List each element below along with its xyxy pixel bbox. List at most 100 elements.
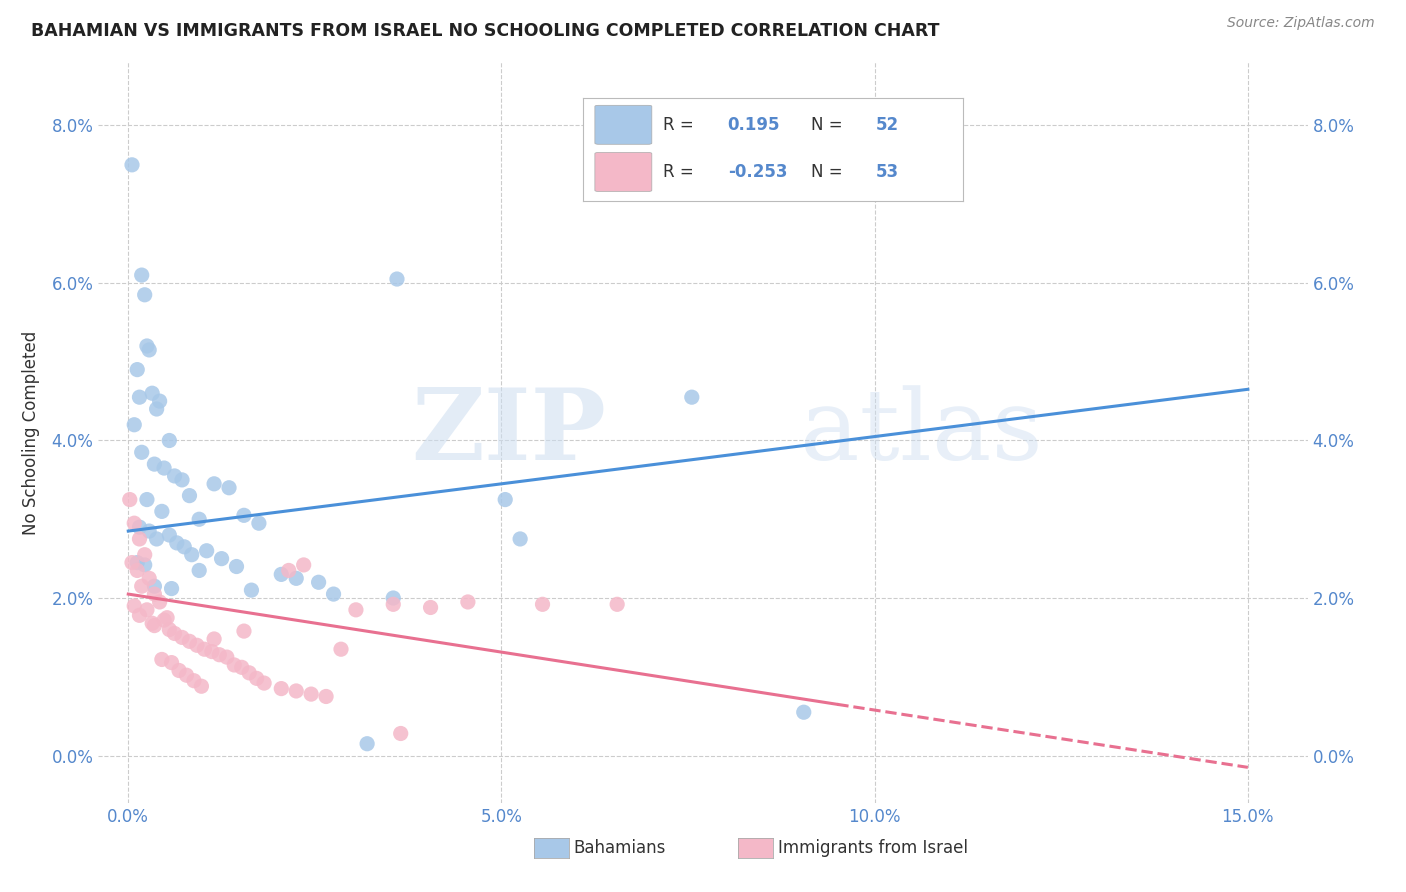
Point <box>183 673 205 688</box>
Point <box>233 508 256 523</box>
Point <box>247 516 270 531</box>
Point <box>167 664 190 678</box>
Point <box>382 591 405 605</box>
Point <box>195 543 218 558</box>
Y-axis label: No Schooling Completed: No Schooling Completed <box>22 331 41 534</box>
Point <box>150 504 173 518</box>
Point <box>285 571 308 585</box>
Text: 53: 53 <box>876 163 898 181</box>
Point <box>190 679 212 693</box>
Point <box>225 559 247 574</box>
Text: BAHAMIAN VS IMMIGRANTS FROM ISRAEL NO SCHOOLING COMPLETED CORRELATION CHART: BAHAMIAN VS IMMIGRANTS FROM ISRAEL NO SC… <box>31 22 939 40</box>
Text: Source: ZipAtlas.com: Source: ZipAtlas.com <box>1227 16 1375 30</box>
Text: R =: R = <box>664 163 699 181</box>
Point <box>131 268 153 282</box>
Point <box>202 632 225 646</box>
Point <box>179 489 201 503</box>
Point <box>149 394 172 409</box>
Point <box>121 556 143 570</box>
Point <box>150 652 173 666</box>
Point <box>330 642 353 657</box>
Point <box>240 583 263 598</box>
Point <box>211 551 233 566</box>
Point <box>143 587 166 601</box>
Point <box>193 642 215 657</box>
Point <box>308 575 330 590</box>
Point <box>793 705 815 719</box>
Point <box>270 567 292 582</box>
Point <box>127 362 149 376</box>
Point <box>218 481 240 495</box>
Text: Immigrants from Israel: Immigrants from Israel <box>778 839 967 857</box>
Point <box>141 616 163 631</box>
Point <box>122 599 145 613</box>
Point <box>143 618 166 632</box>
FancyBboxPatch shape <box>595 105 652 145</box>
Point <box>138 343 160 357</box>
Point <box>160 582 183 596</box>
Point <box>277 564 299 578</box>
Point <box>128 608 150 623</box>
Point <box>385 272 408 286</box>
Point <box>180 548 202 562</box>
Point <box>231 660 253 674</box>
Point <box>131 579 153 593</box>
Point <box>224 657 246 672</box>
Text: -0.253: -0.253 <box>728 163 787 181</box>
Point <box>156 611 179 625</box>
Point <box>292 558 315 572</box>
Point <box>131 445 153 459</box>
Point <box>188 564 211 578</box>
Point <box>389 726 412 740</box>
Point <box>153 461 176 475</box>
Point <box>141 386 163 401</box>
Point <box>344 603 367 617</box>
Point <box>153 613 176 627</box>
Point <box>134 287 156 301</box>
Point <box>157 528 180 542</box>
Point <box>128 532 150 546</box>
Text: 0.195: 0.195 <box>728 116 780 134</box>
Point <box>136 492 159 507</box>
Point <box>134 558 156 572</box>
Point <box>145 532 167 546</box>
Text: R =: R = <box>664 116 699 134</box>
FancyBboxPatch shape <box>595 153 652 192</box>
Point <box>166 536 188 550</box>
Point <box>136 339 159 353</box>
Point <box>138 524 160 538</box>
Point <box>170 473 193 487</box>
Point <box>157 434 180 448</box>
Point <box>136 603 159 617</box>
Point <box>233 624 256 639</box>
Text: ZIP: ZIP <box>412 384 606 481</box>
Point <box>509 532 531 546</box>
Point <box>143 457 166 471</box>
Point <box>160 656 183 670</box>
Point <box>494 492 516 507</box>
Point <box>163 469 186 483</box>
Point <box>138 571 160 585</box>
Point <box>122 417 145 432</box>
Point <box>118 492 141 507</box>
Point <box>681 390 703 404</box>
Point <box>121 158 143 172</box>
Point <box>157 623 180 637</box>
Point <box>186 638 208 652</box>
Point <box>163 626 186 640</box>
Point <box>145 402 167 417</box>
Point <box>531 597 554 611</box>
Point <box>457 595 479 609</box>
Point <box>419 600 441 615</box>
Point <box>215 650 238 665</box>
Point <box>208 648 231 662</box>
Point <box>176 668 198 682</box>
Point <box>270 681 292 696</box>
Point <box>179 634 201 648</box>
Point <box>606 597 628 611</box>
Text: Bahamians: Bahamians <box>574 839 666 857</box>
Point <box>382 597 405 611</box>
Point <box>149 595 172 609</box>
Point <box>299 687 322 701</box>
Point <box>127 556 149 570</box>
